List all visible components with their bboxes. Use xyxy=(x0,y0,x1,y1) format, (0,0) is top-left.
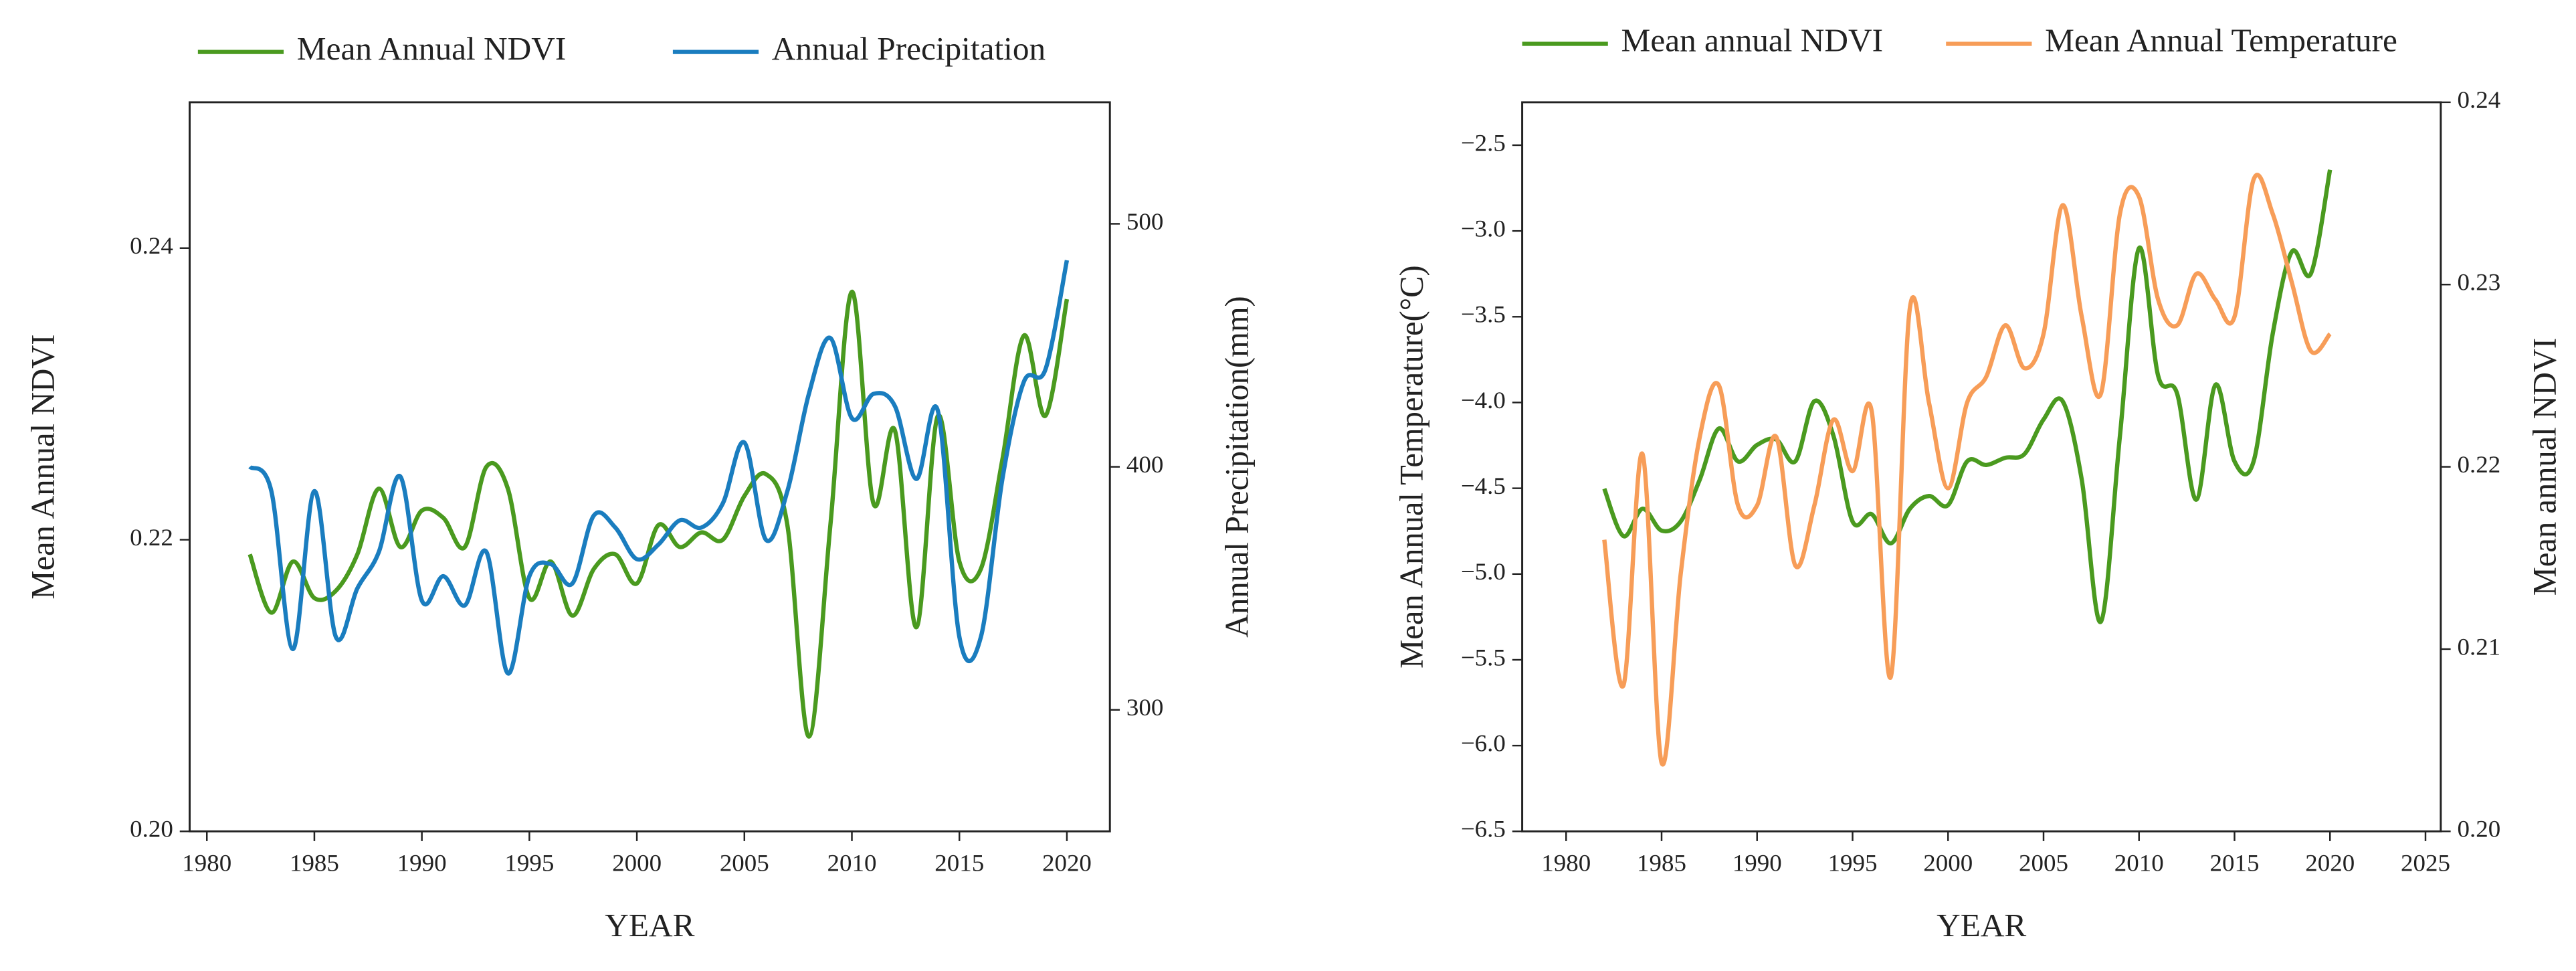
x-tick-label: 2005 xyxy=(720,849,769,877)
plot-frame xyxy=(1521,101,2442,832)
y-tick-label: −3.0 xyxy=(1461,215,1506,242)
y-tick-label: −2.5 xyxy=(1461,129,1506,157)
legend-label: Mean Annual NDVI xyxy=(297,30,566,67)
legend-label: Annual Precipitation xyxy=(772,30,1046,67)
y-tick-label: −6.0 xyxy=(1461,729,1506,757)
x-tick-label: 1995 xyxy=(1828,849,1878,877)
y2-tick-label: 0.22 xyxy=(2457,450,2500,478)
series-line xyxy=(1602,169,2333,624)
x-tick-label: 1985 xyxy=(290,849,339,877)
x-tick-label: 2015 xyxy=(934,849,984,877)
y2-tick-label: 0.20 xyxy=(2457,815,2500,843)
y-axis-label: Mean Annual Temperature(°C) xyxy=(1393,265,1429,668)
x-tick-label: 2000 xyxy=(1923,849,1973,877)
x-tick-label: 1985 xyxy=(1637,849,1686,877)
y-tick-label: −4.0 xyxy=(1461,386,1506,414)
plot-frame xyxy=(189,101,1111,832)
y-axis-label: Mean Annual NDVI xyxy=(24,335,61,600)
y-tick-label: −6.5 xyxy=(1461,815,1506,843)
x-tick-label: 2010 xyxy=(2114,849,2164,877)
series-line xyxy=(247,289,1070,739)
y2-axis-label: Annual Precipitation(mm) xyxy=(1218,296,1255,638)
y2-axis-label: Mean annual NDVI xyxy=(2526,338,2563,596)
x-tick-label: 1995 xyxy=(504,849,554,877)
x-tick-label: 1990 xyxy=(397,849,447,877)
x-axis-label: YEAR xyxy=(1937,907,2027,944)
series-line xyxy=(1602,173,2332,767)
x-tick-label: 1980 xyxy=(1541,849,1591,877)
x-tick-label: 2020 xyxy=(2305,849,2355,877)
x-tick-label: 1990 xyxy=(1732,849,1782,877)
y2-tick-label: 0.24 xyxy=(2457,86,2500,113)
series-line xyxy=(248,260,1070,676)
x-tick-label: 2025 xyxy=(2401,849,2450,877)
y2-tick-label: 300 xyxy=(1126,693,1163,721)
x-tick-label: 1980 xyxy=(182,849,231,877)
x-tick-label: 2010 xyxy=(827,849,877,877)
x-tick-label: 2015 xyxy=(2210,849,2260,877)
x-tick-label: 2005 xyxy=(2019,849,2068,877)
y-tick-label: −5.5 xyxy=(1461,644,1506,671)
y-tick-label: −3.5 xyxy=(1461,300,1506,328)
y-tick-label: 0.20 xyxy=(130,815,173,843)
x-tick-label: 2020 xyxy=(1042,849,1092,877)
x-axis-label: YEAR xyxy=(605,907,695,944)
y-tick-label: −5.0 xyxy=(1461,557,1506,585)
legend-label: Mean Annual Temperature xyxy=(2045,22,2397,59)
y2-tick-label: 0.23 xyxy=(2457,268,2500,296)
y-tick-label: 0.22 xyxy=(130,523,173,551)
x-tick-label: 2000 xyxy=(612,849,662,877)
legend-label: Mean annual NDVI xyxy=(1621,22,1884,59)
y2-tick-label: 0.21 xyxy=(2457,633,2500,660)
y2-tick-label: 400 xyxy=(1126,450,1163,478)
y-tick-label: 0.24 xyxy=(130,232,173,259)
y2-tick-label: 500 xyxy=(1126,207,1163,235)
y-tick-label: −4.5 xyxy=(1461,472,1506,499)
